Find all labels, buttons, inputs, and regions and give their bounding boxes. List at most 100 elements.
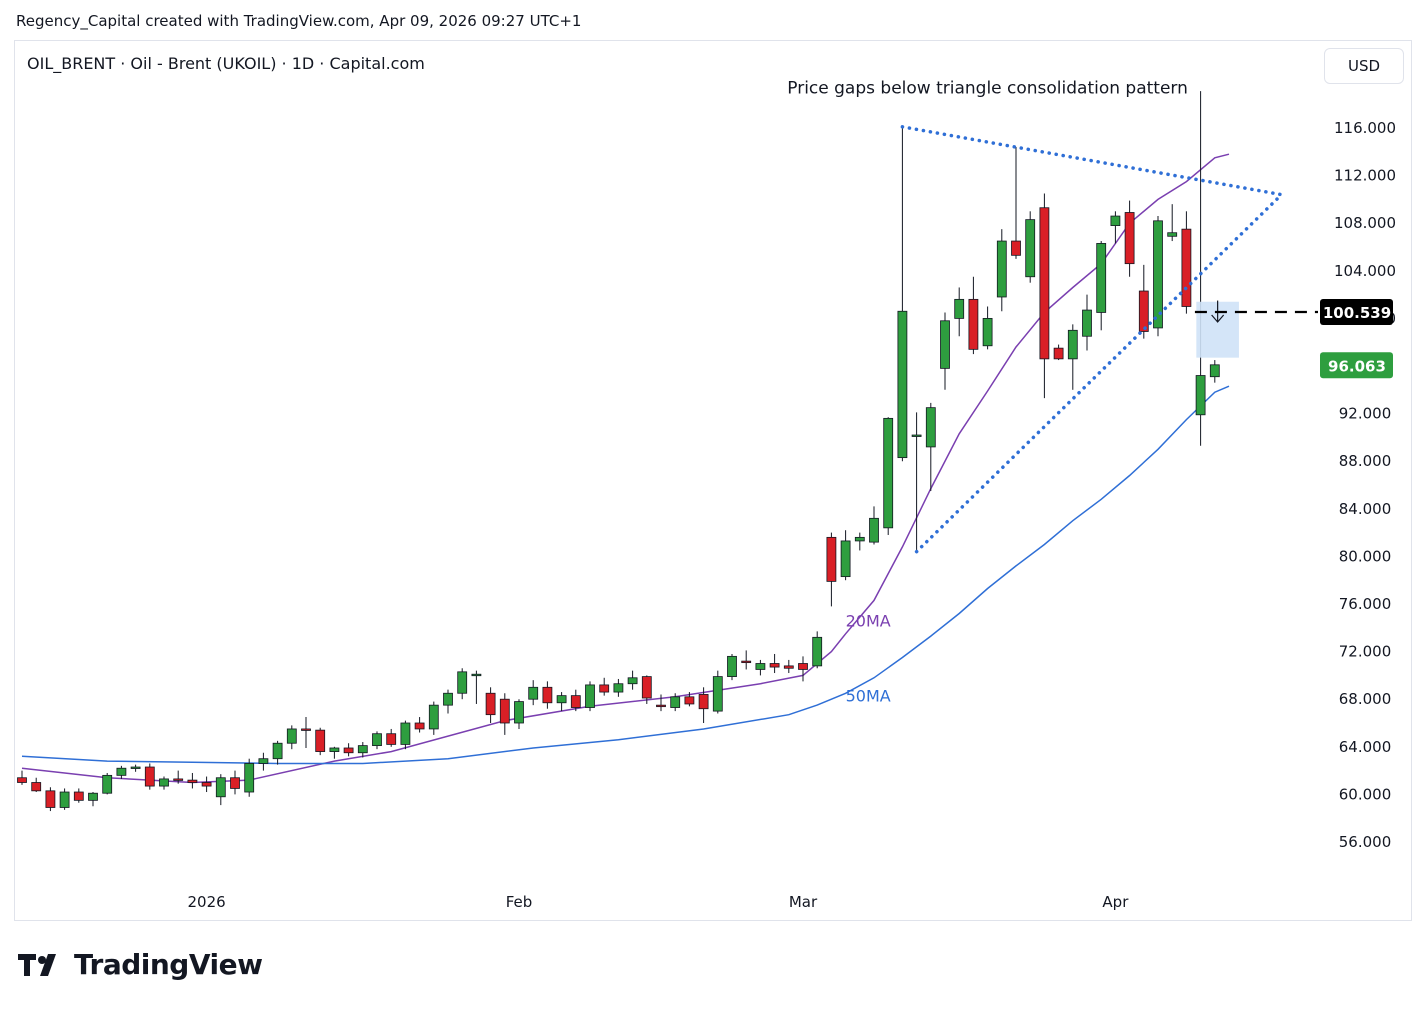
price-tick-label: 68.000 [1339, 690, 1392, 708]
triangle-lower-line [914, 192, 1284, 554]
candle-body [329, 747, 340, 752]
candle-body [1167, 232, 1178, 237]
candle-body [1025, 219, 1036, 278]
candle-body [301, 728, 311, 731]
candle [1053, 344, 1064, 361]
candle [1096, 241, 1107, 331]
candle-body [88, 792, 98, 801]
candle-body [641, 676, 652, 699]
candle [570, 689, 581, 712]
candle [400, 720, 411, 750]
candle [102, 772, 113, 795]
candle [996, 229, 1007, 312]
candle [925, 402, 936, 491]
symbol-title[interactable]: OIL_BRENT · Oil - Brent (UKOIL) · 1D · C… [27, 54, 425, 73]
ma-line-50ma [21, 385, 1230, 765]
candle-body [187, 779, 198, 783]
candle-body [925, 407, 936, 448]
candle-body [996, 240, 1007, 298]
candle [712, 670, 723, 714]
candle-body [627, 677, 638, 685]
chart-caption: Regency_Capital created with TradingView… [16, 12, 582, 30]
annotation-text: Price gaps below triangle consolidation … [787, 78, 1188, 98]
candle [372, 731, 382, 750]
price-tick-label: 112.000 [1334, 167, 1396, 185]
candle [414, 717, 425, 733]
candle [1195, 91, 1206, 446]
candle-body [1181, 228, 1192, 307]
candle-body [130, 766, 141, 769]
candle-body [599, 684, 610, 693]
candle [1011, 147, 1021, 259]
candle [1138, 264, 1149, 339]
candle [883, 417, 894, 535]
level-price-badge: 100.539 [1320, 298, 1393, 325]
candle [499, 693, 510, 735]
candle [783, 659, 794, 674]
candle-body [272, 742, 283, 760]
candle-body [982, 317, 993, 347]
candle [215, 774, 226, 806]
price-tick-label: 88.000 [1339, 452, 1392, 470]
price-tick-label: 104.000 [1334, 262, 1396, 280]
triangle-upper-line [900, 125, 1284, 197]
candle [244, 758, 255, 797]
price-tick-label: 84.000 [1339, 500, 1392, 518]
candle [386, 728, 397, 747]
candle-body [854, 536, 865, 542]
candle [1082, 294, 1092, 351]
price-tick-label: 80.000 [1339, 547, 1392, 565]
candle [968, 276, 979, 355]
candle [357, 742, 368, 758]
candle [1153, 216, 1163, 337]
candle [727, 653, 737, 681]
candle-body [968, 298, 979, 350]
candle-body [585, 684, 595, 708]
tradingview-logo[interactable]: TradingView [18, 948, 263, 981]
candle-body [1195, 375, 1206, 416]
candle-body [1039, 207, 1050, 360]
candle-body [315, 729, 326, 752]
candle-body [656, 704, 666, 708]
candle-body [499, 698, 510, 724]
candle [457, 668, 468, 700]
candle [840, 530, 851, 581]
badge-background [1320, 352, 1393, 379]
currency-button[interactable]: USD [1324, 48, 1404, 84]
last-price-badge: 96.063 [1320, 352, 1393, 379]
candle-body [59, 791, 70, 808]
candle-body [400, 722, 411, 745]
candle-body [1082, 309, 1092, 337]
drawings: Price gaps below triangle consolidation … [787, 78, 1318, 554]
candle [982, 306, 993, 350]
price-tick-label: 76.000 [1339, 595, 1392, 613]
candle [1181, 211, 1192, 314]
candle [485, 687, 496, 723]
candle [1209, 360, 1220, 383]
candle-body [144, 766, 155, 787]
candle [31, 777, 42, 793]
candle [286, 725, 297, 750]
candle-body [528, 686, 539, 700]
candle-body [31, 782, 42, 792]
candle [443, 689, 453, 714]
candle [45, 787, 56, 812]
price-tick-label: 56.000 [1339, 833, 1392, 851]
candle-body [840, 540, 851, 578]
candle-body [883, 417, 894, 529]
candle [656, 694, 666, 712]
time-tick-label: Mar [789, 893, 818, 911]
candle-body [414, 722, 425, 730]
candle [201, 776, 212, 793]
candle-body [73, 791, 84, 801]
candle-body [386, 733, 397, 745]
candle [684, 692, 695, 707]
candle [641, 675, 652, 704]
candle-body [1011, 240, 1021, 256]
candle [130, 764, 141, 772]
candle [173, 770, 184, 784]
candle [144, 763, 155, 790]
candle-body [372, 733, 382, 747]
currency-label: USD [1347, 57, 1381, 75]
